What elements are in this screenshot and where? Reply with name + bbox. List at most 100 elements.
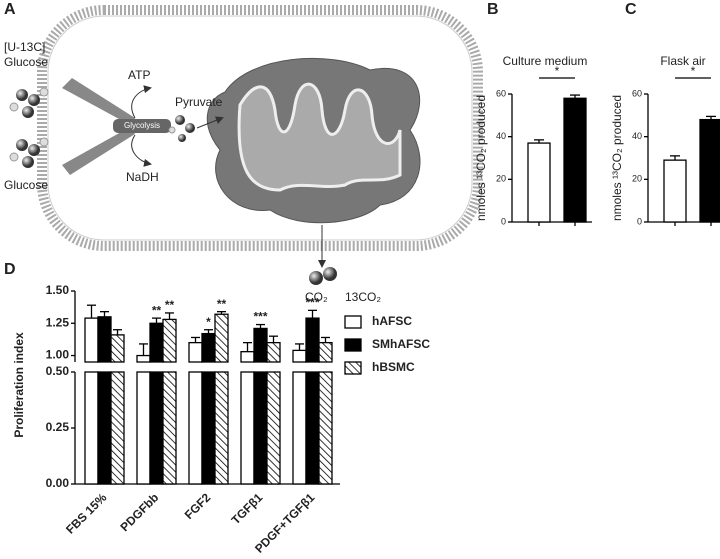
y-tick-label: 1.50 [46,283,70,297]
x-tick-label: FBS 15% [63,490,109,536]
y-tick-label: 20 [496,174,506,184]
significance: ** [217,297,227,311]
bar [149,371,164,485]
bar [253,371,268,485]
co2-molecule [323,267,337,281]
y-tick-label: 0.50 [46,364,70,378]
y-tick-label: 0 [501,216,506,226]
y-tick-label: 40 [496,131,506,141]
x-tick-label: TGFβ1 [229,490,266,527]
legend-label: hBSMC [372,360,415,374]
glucose-arrow [62,78,135,126]
bar [214,371,229,485]
x-tick-label: PDGFbb [118,490,162,534]
y-tick-label: 0.00 [46,476,70,490]
y-tick-label: 1.00 [46,348,70,362]
pyruvate-arrow [196,116,224,129]
chart-title: Flask air [660,54,705,68]
bar [253,327,268,363]
bar [136,354,151,363]
bar [149,322,164,363]
y-tick-label: 60 [496,88,506,98]
significance: * [555,64,560,78]
diagram-label: Glucose [4,178,48,192]
significance: *** [305,296,319,310]
bar [110,334,125,363]
bar [266,341,281,363]
significance: *** [253,310,267,324]
bar [201,332,216,363]
legend-label: hAFSC [372,314,412,328]
cell-membrane [37,5,483,251]
molecule [9,87,49,118]
x-tick-label: FGF2 [182,490,214,522]
molecule [9,137,49,168]
diagram-label: ATP [128,68,150,82]
nadh-arrow [131,134,152,167]
bar [240,351,255,363]
bar [97,316,112,363]
y-tick-label: 60 [632,88,642,98]
panel-label: D [4,261,16,278]
bar [97,371,112,485]
diagram: A [U-13C] Glucose Glucose ATP Glycolysis… [4,1,483,304]
bar [84,317,99,363]
legend-swatch [344,338,362,352]
diagram-label: [U-13C] [4,40,45,54]
diagram-label: Pyruvate [175,95,223,109]
diagram-label: Glucose [4,55,48,69]
bar [305,371,320,485]
bar [318,371,333,485]
significance: * [206,315,211,329]
y-axis-label: nmoles ¹³CO₂ produced [610,95,624,221]
bar [699,118,720,223]
bar [563,97,587,223]
glycolysis-box [113,119,171,133]
bar [162,371,177,485]
bar [188,371,203,485]
bar [527,142,551,223]
panel-label: C [625,1,637,18]
y-tick-label: 1.25 [46,315,70,329]
diagram-label: 13CO₂ [345,290,381,304]
y-tick-label: 0.25 [46,420,70,434]
cell-membrane-inner [47,15,473,241]
panel-label: A [4,1,16,18]
panel-label: B [487,1,499,18]
significance: ** [152,303,162,317]
bar [84,371,99,485]
y-axis-label: Proliferation index [12,332,26,438]
bar [214,313,229,363]
significance: * [691,64,696,78]
legend-swatch [344,315,362,329]
molecule [168,115,195,142]
y-axis-label: nmoles ¹³CO₂ produced [474,95,488,221]
bar [292,371,307,485]
legend-swatch [344,361,362,375]
atp-arrow [131,85,152,119]
bar [305,317,320,363]
bar [110,371,125,485]
y-tick-label: 40 [632,131,642,141]
bar [136,371,151,485]
chart-title: Culture medium [503,54,588,68]
bar [240,371,255,485]
diagram-label: Glycolysis [124,121,160,130]
diagram-label: NaDH [126,170,159,184]
glucose-arrow [62,127,135,175]
co2-molecule [309,271,323,285]
bar [188,341,203,363]
bar [162,318,177,363]
significance: ** [165,298,175,312]
legend-label: SMhAFSC [372,337,430,351]
y-tick-label: 20 [632,174,642,184]
bar [266,371,281,485]
bar [663,159,687,223]
bar [292,349,307,363]
bar [201,371,216,485]
bar [318,341,333,363]
cristae [237,82,402,192]
diagram-label: CO₂ [305,290,328,304]
y-tick-label: 0 [637,216,642,226]
